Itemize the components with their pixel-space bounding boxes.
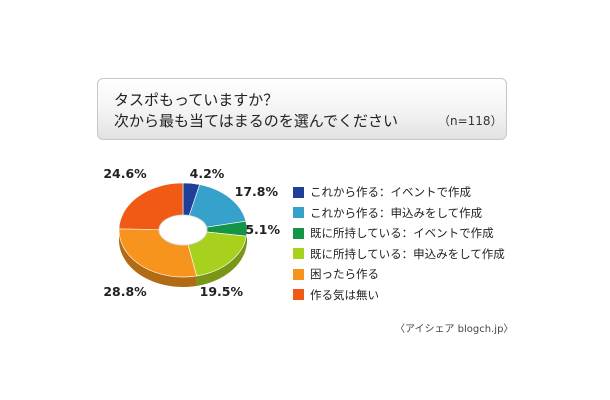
legend-swatch-3 (293, 227, 304, 239)
legend-label-3: 既に所持している：イベントで作成 (310, 226, 494, 241)
question-title-line-2: 次から最も当てはまるのを選んでください (114, 112, 398, 130)
sample-size-label: （n=118） (438, 114, 503, 128)
slice-value-label-6: 24.6% (103, 166, 147, 181)
legend-swatch-1 (293, 186, 304, 198)
legend-swatch-5 (293, 268, 304, 280)
legend-swatch-6 (293, 289, 304, 301)
legend-label-1: これから作る：イベントで作成 (310, 185, 471, 199)
chart-legend: これから作る：イベントで作成 これから作る：申込みをして作成 既に所持している：イベ… (293, 182, 505, 306)
question-title-box: タスポもっていますか？ 次から最も当てはまるのを選んでください （n=118） (97, 78, 507, 140)
slice-value-label-5: 28.8% (103, 284, 147, 299)
legend-item-3: 既に所持している：イベントで作成 (293, 223, 505, 243)
legend-swatch-2 (293, 207, 304, 219)
donut-slices (118, 182, 248, 278)
legend-item-2: これから作る：申込みをして作成 (293, 203, 505, 223)
source-credit: 〈アイシェア blogch.jp〉 (395, 324, 514, 335)
slice-value-label-3: 5.1% (245, 222, 280, 237)
slice-side-5 (119, 228, 197, 287)
legend-item-5: 困ったら作る (293, 264, 505, 284)
legend-item-6: 作る気は無い (293, 285, 505, 305)
donut-hole (158, 214, 208, 246)
slice-value-label-4: 19.5% (200, 284, 244, 299)
legend-item-4: 既に所持している：申込みをして作成 (293, 244, 505, 264)
legend-label-4: 既に所持している：申込みをして作成 (310, 246, 505, 261)
slice-value-label-2: 17.8% (235, 184, 279, 199)
legend-label-6: 作る気は無い (310, 287, 379, 302)
legend-label-2: これから作る：申込みをして作成 (310, 205, 483, 220)
slice-value-labels: 4.2% 17.8% 5.1% 19.5% 28.8% 24.6% (103, 166, 280, 299)
question-title-line-1: タスポもっていますか？ (114, 91, 279, 109)
slice-value-label-1: 4.2% (190, 166, 225, 181)
legend-item-1: これから作る：イベントで作成 (293, 182, 505, 202)
legend-swatch-4 (293, 248, 304, 260)
legend-label-5: 困ったら作る (310, 267, 379, 282)
slice-side-4 (196, 236, 247, 286)
